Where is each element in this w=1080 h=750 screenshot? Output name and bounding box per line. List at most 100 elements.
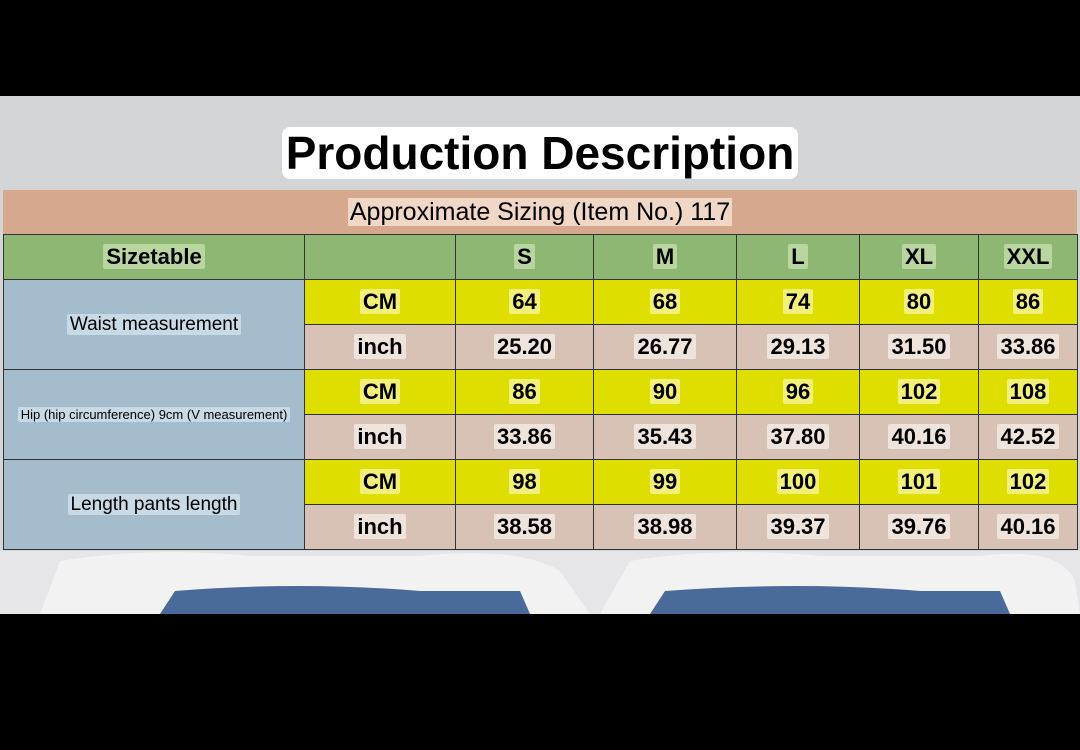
size-value-text: 39.76 [888, 514, 950, 539]
size-value: 40.16 [859, 414, 979, 460]
size-value-text: 102 [1006, 469, 1050, 494]
size-value-text: 86 [1012, 289, 1044, 314]
size-value-text: 38.98 [634, 514, 696, 539]
size-value: 86 [455, 369, 594, 415]
size-header-text: S [514, 244, 535, 269]
size-value-text: 101 [897, 469, 941, 494]
size-value-text: 98 [509, 469, 540, 494]
header-row: Sizetable S M L XL XXL [3, 234, 1078, 280]
unit-header-cell [304, 234, 456, 280]
size-value: 68 [593, 279, 737, 325]
size-value-text: 99 [649, 469, 681, 494]
size-header: L [736, 234, 860, 280]
unit-cell-text: CM [359, 469, 401, 494]
size-value-text: 86 [509, 379, 540, 404]
size-value: 86 [978, 279, 1078, 325]
data-row: inch 33.86 35.43 37.80 40.16 42.52 [4, 414, 1078, 460]
size-value: 33.86 [978, 324, 1078, 370]
size-value: 64 [455, 279, 594, 325]
size-value: 100 [736, 459, 860, 505]
measure-label: Waist measurement [3, 279, 305, 370]
size-value: 40.16 [978, 504, 1078, 550]
size-value-text: 102 [897, 379, 941, 404]
size-value-text: 40.16 [997, 514, 1059, 539]
measure-label: Length pants length [3, 459, 305, 550]
data-row: Hip (hip circumference) 9cm (V measureme… [3, 369, 1078, 460]
subtitle: Approximate Sizing (Item No.) 117 [347, 198, 733, 226]
size-header: XL [859, 234, 979, 280]
size-header-text: XL [901, 244, 937, 269]
size-value-text: 96 [782, 379, 814, 404]
measure-label-text: Waist measurement [66, 313, 242, 335]
size-value: 35.43 [593, 414, 737, 460]
size-value-text: 38.58 [493, 514, 556, 539]
size-value-text: 25.20 [493, 334, 556, 359]
size-header-text: L [788, 244, 808, 269]
measure-label-text: Hip (hip circumference) 9cm (V measureme… [17, 407, 291, 422]
size-value-text: 29.13 [767, 334, 829, 359]
data-row: inch 25.20 26.77 29.13 31.50 33.86 [4, 324, 1078, 370]
size-value: 42.52 [978, 414, 1078, 460]
size-value-text: 68 [649, 289, 681, 314]
size-value: 38.58 [455, 504, 594, 550]
title-wrap: Production Description [0, 126, 1080, 180]
size-value-text: 80 [903, 289, 935, 314]
size-value: 39.37 [736, 504, 860, 550]
size-value-text: 40.16 [888, 424, 950, 449]
size-value: 29.13 [736, 324, 860, 370]
measure-label-text: Length pants length [67, 493, 241, 515]
size-value-text: 33.86 [493, 424, 556, 449]
data-row: Length pants length CM 98 99 100 101 102 [3, 459, 1078, 550]
size-value: 108 [978, 369, 1078, 415]
unit-cell: inch [304, 414, 456, 460]
size-value: 26.77 [593, 324, 737, 370]
unit-cell: CM [304, 279, 456, 325]
size-value-text: 39.37 [767, 514, 829, 539]
unit-cell: inch [304, 504, 456, 550]
unit-cell: CM [304, 369, 456, 415]
unit-cell-text: CM [359, 379, 401, 404]
size-value: 37.80 [736, 414, 860, 460]
product-photo [0, 551, 1080, 614]
unit-cell: CM [304, 459, 456, 505]
page-title: Production Description [281, 127, 799, 179]
size-value: 38.98 [593, 504, 737, 550]
size-value-text: 35.43 [634, 424, 696, 449]
size-value: 102 [978, 459, 1078, 505]
size-header-text: XXL [1003, 244, 1053, 269]
size-value-text: 108 [1006, 379, 1050, 404]
size-value: 96 [736, 369, 860, 415]
size-value: 90 [593, 369, 737, 415]
size-header-text: M [652, 244, 678, 269]
content-panel: Production Description Approximate Sizin… [0, 96, 1080, 614]
size-value: 33.86 [455, 414, 594, 460]
unit-cell-text: inch [354, 424, 406, 449]
measure-label: Hip (hip circumference) 9cm (V measureme… [3, 369, 305, 460]
data-row: inch 38.58 38.98 39.37 39.76 40.16 [4, 504, 1078, 550]
size-value-text: 90 [649, 379, 681, 404]
data-row: Waist measurement CM 64 68 74 80 86 [3, 279, 1078, 370]
size-value-text: 100 [776, 469, 820, 494]
size-value: 80 [859, 279, 979, 325]
size-value: 98 [455, 459, 594, 505]
unit-cell: inch [304, 324, 456, 370]
subtitle-band: Approximate Sizing (Item No.) 117 [3, 190, 1077, 234]
size-header: M [593, 234, 737, 280]
size-value: 74 [736, 279, 860, 325]
size-table: Sizetable S M L XL XXL Waist measurement CM 64 68… [3, 234, 1078, 550]
size-value-text: 74 [782, 289, 814, 314]
size-value-text: 64 [509, 289, 540, 314]
corner-cell-text: Sizetable [103, 244, 205, 269]
corner-cell: Sizetable [3, 234, 305, 280]
unit-cell-text: inch [354, 514, 406, 539]
size-value: 31.50 [859, 324, 979, 370]
size-header: S [455, 234, 594, 280]
unit-cell-text: inch [354, 334, 406, 359]
size-value: 39.76 [859, 504, 979, 550]
size-value-text: 42.52 [997, 424, 1059, 449]
size-value: 99 [593, 459, 737, 505]
size-value-text: 37.80 [767, 424, 829, 449]
size-value-text: 26.77 [634, 334, 696, 359]
size-value-text: 31.50 [888, 334, 950, 359]
size-value: 102 [859, 369, 979, 415]
